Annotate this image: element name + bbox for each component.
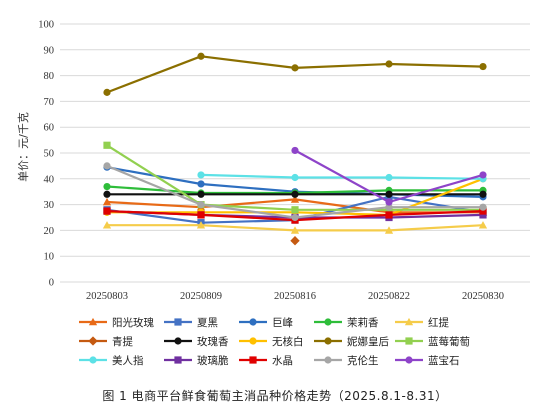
legend-swatch-marker	[324, 337, 332, 345]
legend-swatch-marker	[174, 356, 182, 364]
data-point	[103, 182, 111, 191]
data-point	[291, 213, 299, 222]
data-point	[385, 203, 393, 211]
legend-swatch-marker	[89, 356, 97, 364]
data-point	[103, 88, 111, 96]
data-point	[291, 206, 299, 214]
legend-swatch-marker	[404, 317, 414, 326]
legend-label: 夏黑	[197, 317, 218, 329]
data-point	[384, 226, 394, 234]
legend-label: 蓝宝石	[428, 354, 460, 367]
legend-label: 玫瑰香	[197, 335, 229, 348]
series-line	[106, 55, 484, 94]
legend-label: 玻璃脆	[197, 354, 229, 367]
y-axis-label: 单价：元/千克	[17, 112, 30, 182]
x-tick-label: 20250822	[368, 291, 410, 302]
data-point	[478, 221, 488, 229]
data-point	[385, 190, 393, 198]
legend-label: 妮娜皇后	[347, 335, 389, 348]
x-tick-label: 20250809	[180, 291, 222, 302]
legend-label: 茉莉香	[347, 316, 379, 329]
data-point	[385, 211, 393, 219]
legend-swatch-marker	[88, 317, 98, 326]
legend-swatch-marker	[249, 318, 257, 326]
data-point	[290, 236, 300, 246]
data-point	[385, 60, 393, 68]
x-tick-label: 20250816	[274, 291, 316, 302]
y-tick-label: 30	[44, 200, 55, 211]
data-point	[290, 195, 300, 203]
data-point	[291, 173, 299, 182]
data-point	[103, 190, 111, 198]
legend-label: 蓝莓葡萄	[428, 335, 470, 348]
data-point	[291, 64, 299, 72]
data-point	[291, 146, 299, 155]
x-tick-label: 20250830	[462, 291, 504, 302]
x-tick-label: 20250803	[86, 291, 128, 302]
legend-label: 克伦生	[347, 354, 379, 367]
data-point	[197, 180, 205, 188]
legend-swatch-marker	[249, 337, 257, 345]
legend-swatch-marker	[324, 356, 332, 364]
y-tick-label: 80	[44, 71, 55, 82]
data-point	[103, 207, 111, 215]
data-point	[197, 190, 205, 198]
y-tick-label: 40	[44, 174, 55, 185]
data-point	[479, 203, 487, 211]
y-tick-label: 0	[49, 278, 54, 289]
data-point	[103, 141, 111, 149]
legend-swatch-marker	[174, 318, 182, 326]
legend-swatch-marker	[88, 336, 98, 346]
legend-swatch-marker	[249, 356, 257, 364]
data-point	[290, 226, 300, 234]
data-point	[479, 62, 487, 71]
legend-swatch-marker	[405, 337, 413, 345]
data-point	[103, 162, 111, 170]
data-point	[197, 211, 205, 219]
data-point	[479, 207, 487, 215]
data-point	[479, 171, 487, 179]
y-tick-label: 20	[44, 226, 55, 237]
y-tick-label: 90	[44, 45, 55, 56]
legend-label: 巨峰	[272, 317, 293, 329]
data-point	[385, 198, 393, 206]
legend-label: 阳光玫瑰	[112, 316, 154, 329]
data-point	[197, 52, 205, 60]
y-tick-label: 100	[38, 20, 54, 31]
legend-swatch-marker	[405, 356, 413, 364]
figure-caption: 图 1 电商平台鲜食葡萄主消品种价格走势（2025.8.1-8.31）	[102, 389, 448, 403]
data-point	[479, 211, 487, 219]
legend-label: 红提	[428, 316, 449, 329]
legend-label: 水晶	[272, 355, 293, 367]
legend-label: 无核白	[272, 335, 304, 348]
data-point	[196, 221, 206, 229]
data-point	[479, 190, 487, 198]
legend-label: 美人指	[112, 354, 144, 367]
data-point	[102, 197, 112, 206]
data-point	[197, 171, 205, 179]
series-line	[200, 173, 484, 180]
data-point	[102, 221, 112, 229]
legend-swatch-marker	[174, 337, 182, 345]
y-tick-label: 70	[44, 97, 55, 108]
data-point	[197, 201, 205, 209]
legend-swatch-marker	[324, 318, 332, 326]
data-point	[291, 190, 299, 198]
y-tick-label: 50	[44, 149, 55, 160]
y-tick-label: 10	[44, 252, 55, 263]
data-point	[385, 173, 393, 182]
legend-label: 青提	[112, 335, 133, 348]
y-tick-label: 60	[44, 123, 55, 134]
